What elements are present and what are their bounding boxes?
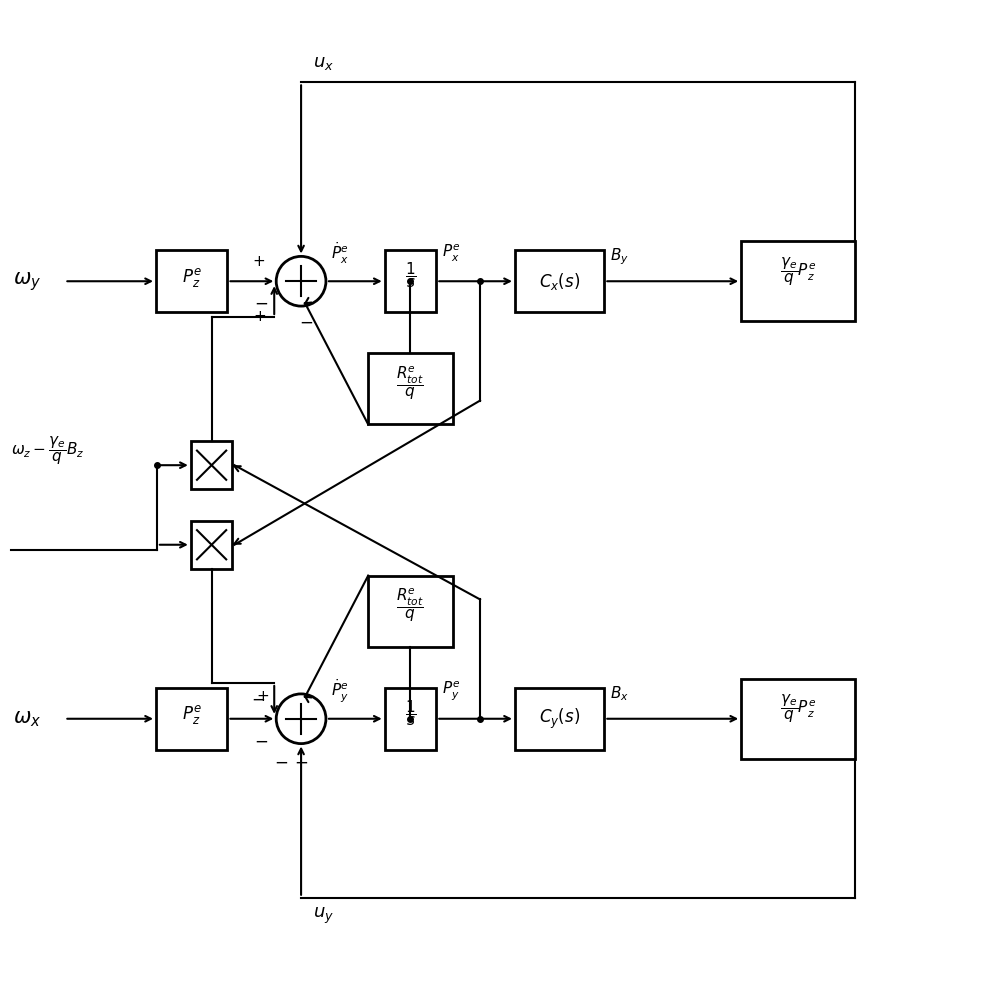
Bar — [368, 576, 453, 647]
Text: $-$: $-$ — [299, 313, 313, 331]
Text: $P^e_y$: $P^e_y$ — [442, 679, 461, 702]
Text: $\omega_z - \dfrac{\gamma_e}{q}B_z$: $\omega_z - \dfrac{\gamma_e}{q}B_z$ — [11, 434, 84, 467]
Text: $P^e_z$: $P^e_z$ — [182, 703, 201, 726]
Text: $+$: $+$ — [252, 309, 266, 324]
Text: $P^e_z$: $P^e_z$ — [182, 266, 201, 289]
Text: $B_x$: $B_x$ — [611, 685, 629, 703]
Text: $\dfrac{1}{s}$: $\dfrac{1}{s}$ — [405, 260, 416, 290]
Bar — [385, 250, 436, 312]
Text: $-$: $-$ — [251, 690, 265, 708]
Bar — [368, 353, 453, 424]
Bar — [515, 250, 604, 312]
Text: $-$: $-$ — [254, 732, 268, 750]
Bar — [156, 688, 228, 750]
Text: $+$: $+$ — [251, 254, 265, 269]
Bar — [741, 241, 855, 321]
Text: $-$: $-$ — [274, 753, 289, 771]
Text: $\dot{P}^e_y$: $\dot{P}^e_y$ — [331, 677, 349, 705]
Text: $\dfrac{R^e_{tot}}{q}$: $\dfrac{R^e_{tot}}{q}$ — [397, 586, 424, 624]
Text: $u_y$: $u_y$ — [313, 906, 334, 926]
Text: $\dfrac{1}{s}$: $\dfrac{1}{s}$ — [405, 698, 416, 728]
Text: $P^e_x$: $P^e_x$ — [442, 243, 461, 264]
Text: $\omega_x$: $\omega_x$ — [13, 709, 41, 729]
Text: $\dfrac{R^e_{tot}}{q}$: $\dfrac{R^e_{tot}}{q}$ — [397, 364, 424, 402]
Text: $\dfrac{\gamma_e}{q}P^e_z$: $\dfrac{\gamma_e}{q}P^e_z$ — [780, 255, 816, 288]
Bar — [156, 250, 228, 312]
Bar — [191, 521, 233, 569]
Bar — [741, 679, 855, 759]
Text: $u_x$: $u_x$ — [313, 54, 334, 72]
Text: $\omega_y$: $\omega_y$ — [13, 270, 41, 293]
Text: $+$: $+$ — [255, 689, 269, 704]
Bar — [385, 688, 436, 750]
Bar — [515, 688, 604, 750]
Text: $\dot{P}^e_x$: $\dot{P}^e_x$ — [331, 241, 349, 266]
Text: $-$: $-$ — [254, 294, 268, 312]
Text: $\dfrac{\gamma_e}{q}P^e_z$: $\dfrac{\gamma_e}{q}P^e_z$ — [780, 692, 816, 725]
Text: $B_y$: $B_y$ — [611, 246, 629, 267]
Text: $C_y(s)$: $C_y(s)$ — [539, 707, 580, 731]
Text: $C_x(s)$: $C_x(s)$ — [539, 271, 580, 292]
Text: $-$: $-$ — [294, 753, 308, 771]
Bar — [191, 441, 233, 489]
